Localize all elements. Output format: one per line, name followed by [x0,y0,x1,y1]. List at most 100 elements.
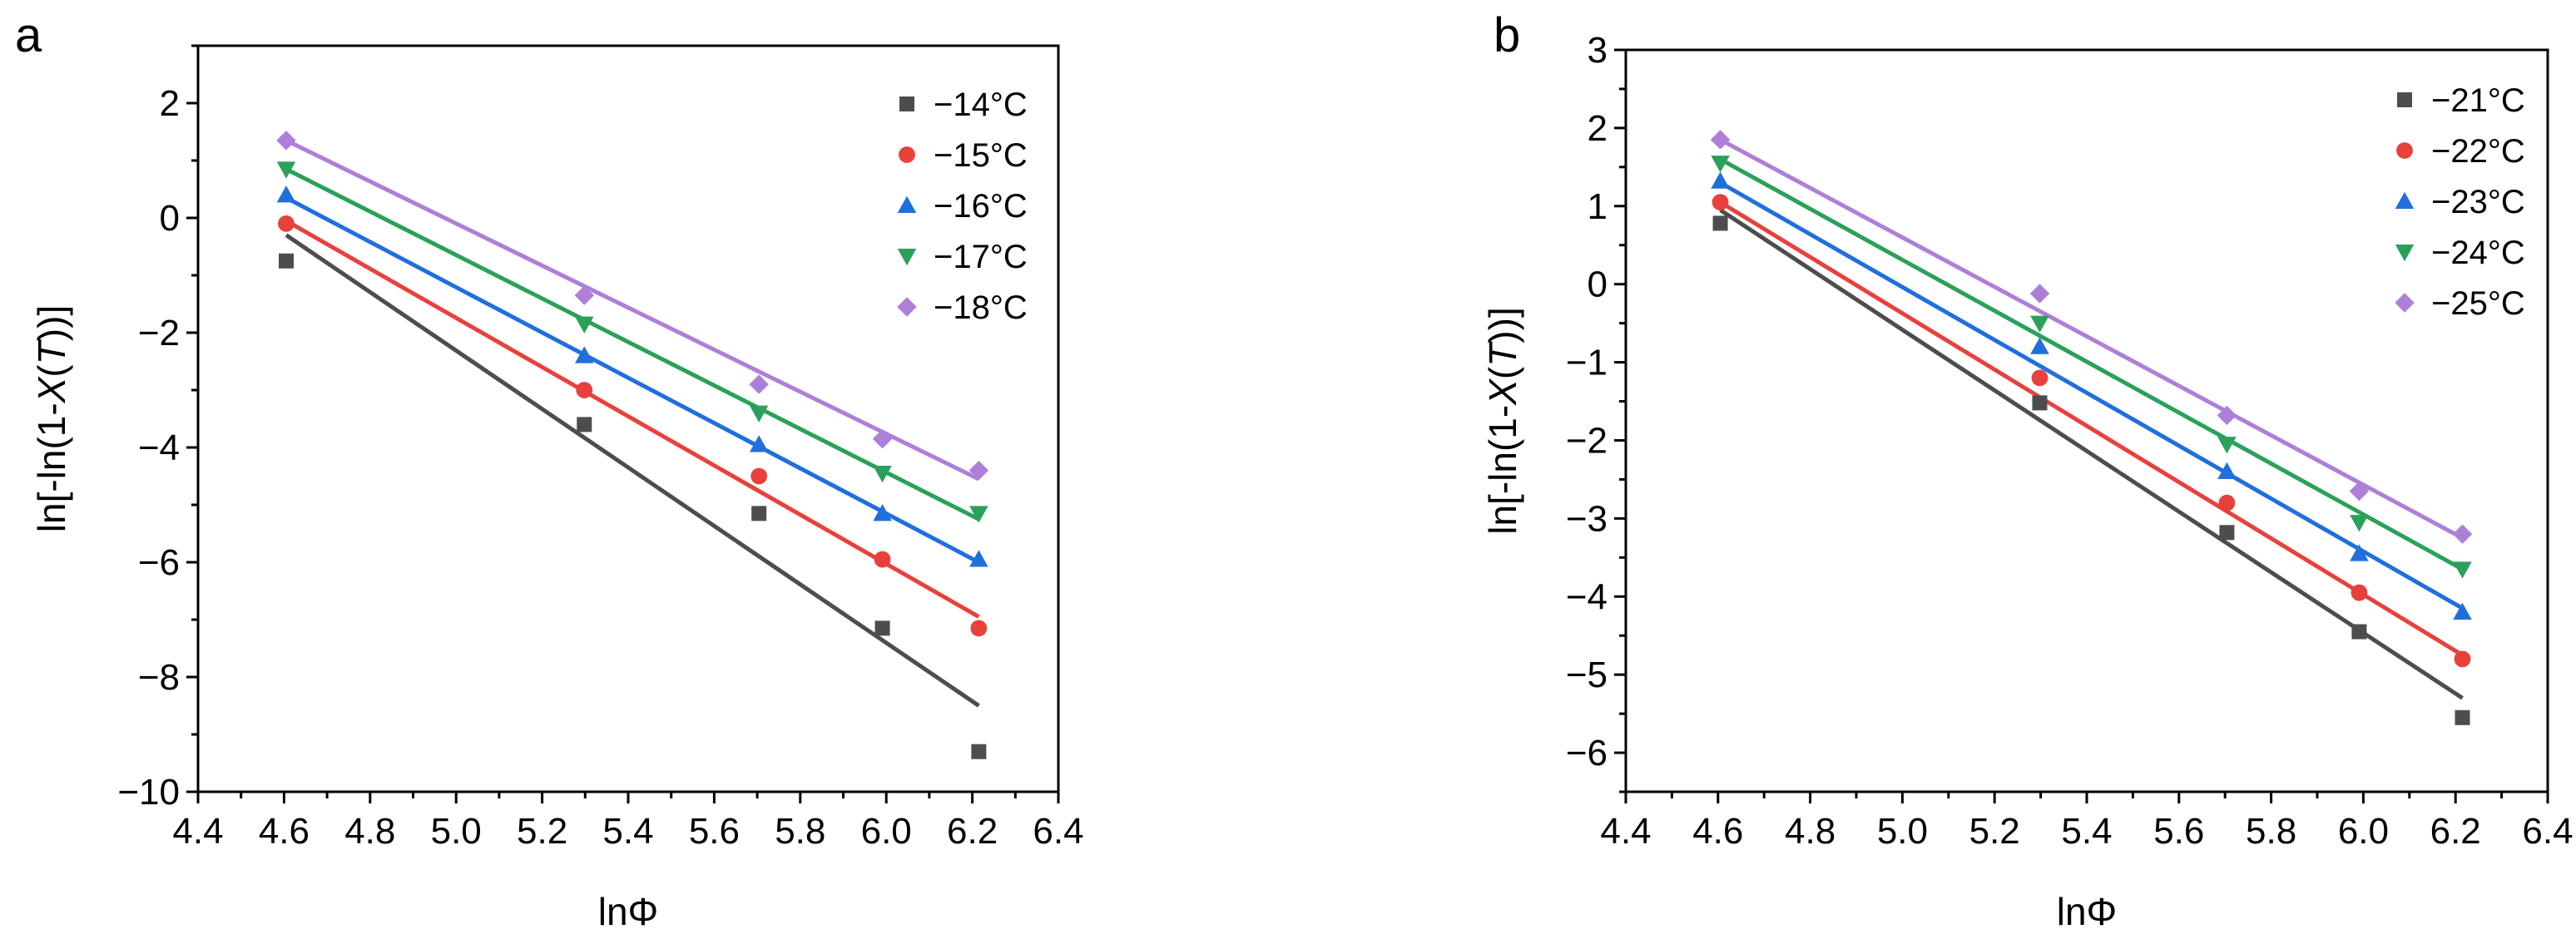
x-axis-title: lnΦ [2057,890,2118,933]
legend-marker-series-3 [2395,191,2415,209]
data-point-series-3 [2350,544,2369,561]
y-axis-title: ln[-ln(1-X(T))] [1481,307,1524,534]
data-point-series-2 [278,215,295,232]
legend-marker-series-1 [2397,92,2412,107]
data-point-series-5 [2452,524,2473,544]
legend-marker-series-4 [897,249,917,266]
data-point-series-5 [2349,481,2370,502]
x-tick-label: 5.2 [1969,811,2020,852]
legend-label-series-5: −25°C [2431,285,2525,322]
data-point-series-4 [1711,156,1730,173]
legend-marker-series-2 [2396,142,2413,159]
data-point-series-1 [2351,624,2367,640]
legend-marker-series-3 [897,195,917,213]
fit-line-series-3 [285,195,980,565]
data-point-series-3 [575,346,594,363]
data-point-series-5 [2217,405,2237,426]
x-tick-label: 6.4 [1033,811,1083,852]
y-tick-label: −5 [1566,655,1608,695]
data-point-series-1 [2219,525,2235,541]
legend-label-series-2: −22°C [2431,133,2525,170]
x-tick-label: 4.8 [344,811,395,852]
panel-label: b [1494,8,1520,62]
data-point-series-3 [969,550,988,567]
y-tick-label: 0 [160,198,180,239]
y-tick-label: −3 [1566,498,1608,539]
x-tick-label: 4.6 [259,811,310,852]
fit-line-series-2 [1719,200,2464,657]
x-tick-label: 6.2 [947,811,998,852]
fit-line-series-1 [1719,208,2464,700]
y-tick-label: −6 [1566,733,1608,773]
data-point-series-4 [873,466,892,483]
x-tick-label: 5.8 [775,811,825,852]
data-point-series-5 [1710,130,1731,150]
x-tick-label: 4.6 [1692,811,1743,852]
x-tick-label: 5.4 [602,811,653,852]
data-point-series-5 [968,460,989,481]
y-tick-label: −8 [138,657,180,698]
plot-frame [196,44,1060,793]
legend-label-series-1: −14°C [934,86,1028,123]
data-point-series-2 [576,382,593,398]
y-tick-label: 2 [160,83,180,124]
legend-marker-series-5 [897,297,917,317]
legend-label-series-2: −15°C [934,137,1028,174]
fit-line-series-4 [285,167,980,521]
data-point-series-2 [1712,194,1729,210]
data-point-series-3 [2217,462,2237,480]
fit-line-series-1 [285,233,980,708]
legend-marker-series-5 [2395,293,2415,313]
x-tick-label: 4.4 [1600,811,1651,852]
y-axis-title: ln[-ln(1-X(T))] [30,305,73,532]
y-tick-label: 3 [1588,30,1608,71]
data-point-series-4 [2217,437,2237,454]
x-tick-label: 5.4 [2061,811,2112,852]
chart-panel-a: a 4.4 4.6 4.8 5.0 5.2 5.4 5.6 5.8 6.0 6.2 6.4 −10 −8 −… [15,8,1084,933]
legend-marker-series-4 [2395,245,2415,262]
data-point-series-1 [278,253,294,269]
data-point-series-5 [2029,284,2050,304]
data-point-series-2 [2218,494,2236,512]
data-point-series-1 [2032,395,2048,411]
x-tick-label: 5.0 [1877,811,1928,852]
data-point-series-1 [1712,215,1728,231]
legend-label-series-5: −18°C [934,289,1028,326]
x-tick-label: 5.2 [517,811,567,852]
data-point-series-3 [873,504,892,521]
data-point-series-3 [1711,171,1730,189]
x-tick-label: 5.0 [431,811,482,852]
data-point-series-5 [749,374,769,394]
y-tick-label: 2 [1588,108,1608,149]
y-tick-label: −10 [117,772,180,813]
legend-label-series-3: −23°C [2431,184,2525,220]
data-point-series-4 [575,316,594,334]
y-tick-label: 1 [1588,186,1608,227]
fit-line-series-5 [1719,137,2464,541]
y-tick-label: −2 [1566,420,1608,461]
data-point-series-4 [2030,315,2049,333]
fit-line-series-5 [285,138,980,482]
data-point-series-4 [2453,561,2472,579]
y-tick-label: −2 [138,313,180,353]
data-point-series-1 [751,506,767,521]
data-point-series-5 [872,428,893,449]
legend-marker-series-2 [899,146,915,163]
data-point-series-1 [577,417,592,432]
data-point-series-3 [2453,602,2472,620]
fit-line-series-4 [1719,157,2464,571]
data-point-series-5 [276,131,296,151]
data-point-series-2 [751,467,768,485]
legend-label-series-4: −17°C [934,239,1028,275]
x-tick-label: 6.4 [2522,811,2573,852]
data-point-series-3 [2030,337,2049,354]
x-tick-label: 5.6 [689,811,740,852]
data-point-series-3 [749,435,769,452]
fit-line-series-2 [285,219,980,619]
data-point-series-5 [574,285,594,305]
data-point-series-2 [970,620,988,637]
x-tick-label: 6.0 [2338,811,2389,852]
y-tick-label: −4 [1566,576,1608,617]
x-axis-title: lnΦ [598,890,659,933]
